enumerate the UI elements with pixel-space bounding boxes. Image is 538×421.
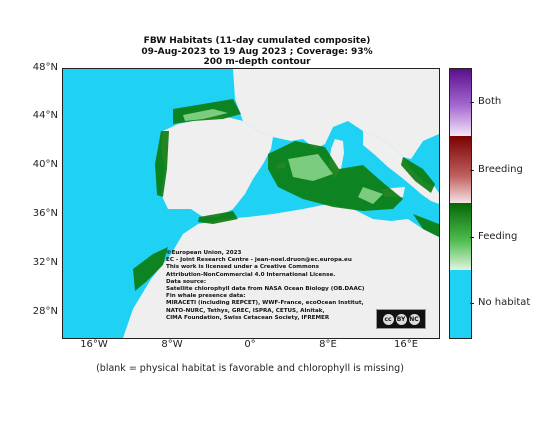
colorbar-no-habitat	[450, 270, 471, 338]
lat-tick-48n: 48°N	[32, 62, 58, 73]
legend-no-habitat: No habitat	[478, 297, 531, 308]
habitat-colorbar	[449, 68, 472, 339]
credit-line: MIRACETI (including REPCET), WWF-France,…	[166, 300, 364, 307]
iberia-landmass	[161, 114, 273, 217]
lat-tick-40n: 40°N	[32, 159, 58, 170]
legend-both: Both	[478, 96, 502, 107]
credit-line: ©European Union, 2023	[166, 250, 242, 256]
lat-tick-44n: 44°N	[32, 110, 58, 121]
cc-icon: cc	[382, 313, 394, 325]
credit-line: Attribution-NonCommercial 4.0 Internatio…	[166, 271, 336, 278]
title-line-1: FBW Habitats (11-day cumulated composite…	[143, 36, 371, 46]
title-line-3: 200 m-depth contour	[203, 57, 311, 67]
lon-tick-16e: 16°E	[393, 339, 419, 350]
lat-tick-32n: 32°N	[32, 257, 58, 268]
lat-tick-28n: 28°N	[32, 306, 58, 317]
lon-tick-8w: 8°W	[161, 339, 183, 350]
credit-line: This work is licensed under a Creative C…	[166, 264, 319, 271]
habitat-map	[62, 68, 440, 339]
credit-block: ©European Union, 2023 EC - Joint Researc…	[166, 250, 364, 322]
colorbar-both	[450, 69, 471, 136]
lat-tick-36n: 36°N	[32, 208, 58, 219]
lon-tick-16w: 16°W	[80, 339, 108, 350]
colorbar-breeding	[450, 136, 471, 203]
credit-line: EC - Joint Research Centre - jean-noel.d…	[166, 257, 352, 264]
colorbar-feeding	[450, 203, 471, 270]
credit-line: Data source:	[166, 278, 207, 285]
footnote: (blank = physical habitat is favorable a…	[96, 363, 404, 374]
by-icon: BY	[395, 313, 407, 325]
africa-landmass	[123, 204, 439, 338]
colorbar-tick	[470, 303, 474, 304]
lon-tick-8e: 8°E	[319, 339, 337, 350]
map-title: FBW Habitats (11-day cumulated composite…	[0, 36, 514, 68]
feeding-habitat-light	[183, 109, 383, 204]
credit-line: Satellite chlorophyll data from NASA Oce…	[166, 286, 365, 293]
legend-feeding: Feeding	[478, 231, 518, 242]
colorbar-tick	[470, 170, 474, 171]
cc-license-badge[interactable]: cc BY NC	[376, 309, 426, 329]
credit-line: Fin whale presence data:	[166, 293, 246, 300]
credit-line: CIMA Foundation, Swiss Cetacean Society,…	[166, 314, 330, 321]
credit-line: NATO-NURC, Tethys, GREC, ISPRA, CETUS, A…	[166, 307, 325, 314]
europe-landmass	[233, 69, 439, 159]
nc-icon: NC	[408, 313, 420, 325]
lon-tick-0: 0°	[244, 339, 256, 350]
legend-breeding: Breeding	[478, 164, 523, 175]
colorbar-tick	[470, 102, 474, 103]
italy-landmass	[363, 131, 439, 204]
map-canvas	[63, 69, 439, 338]
colorbar-tick	[470, 237, 474, 238]
title-line-2: 09-Aug-2023 to 19 Aug 2023 ; Coverage: 9…	[141, 46, 373, 57]
